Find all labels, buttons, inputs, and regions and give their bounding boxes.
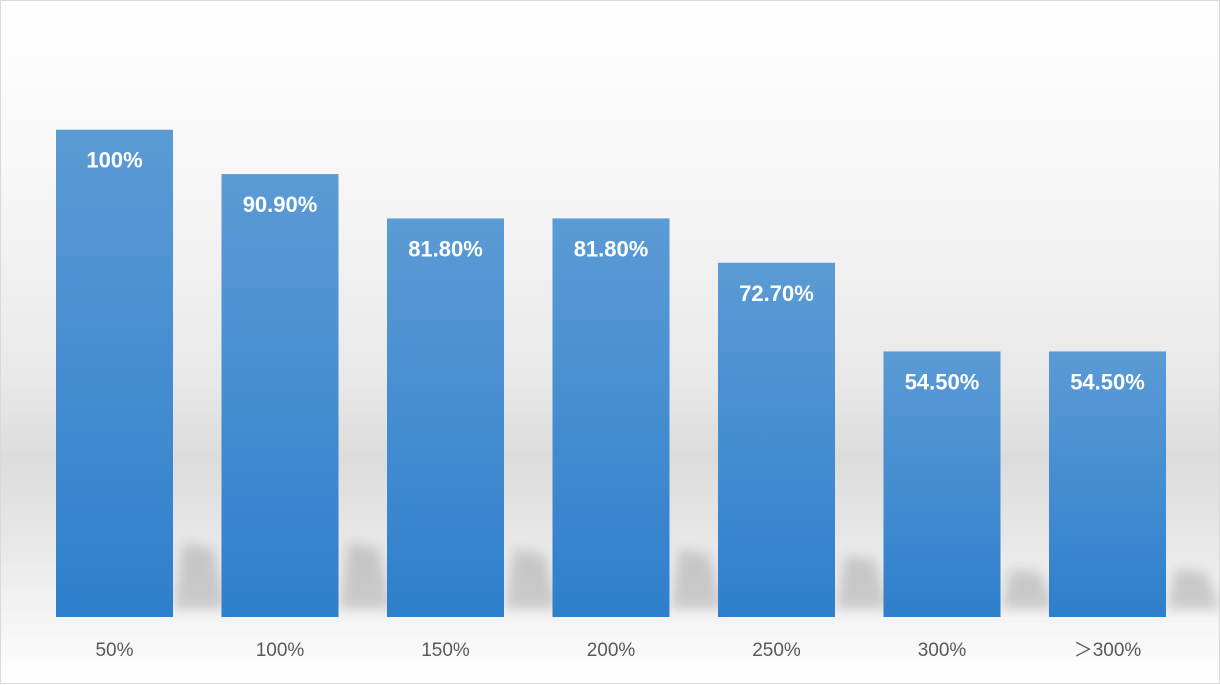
x-tick-label: 200%: [587, 640, 636, 661]
data-label: 81.80%: [574, 236, 649, 261]
bar-shadow: [669, 549, 725, 609]
data-label: 90.90%: [243, 192, 318, 217]
x-tick-label: 250%: [752, 640, 801, 661]
data-label: 54.50%: [905, 369, 980, 394]
x-axis-ticks: 50% 100% 150% 200% 250% 300% ＞300%: [95, 640, 1141, 661]
bar-shadows: [173, 543, 1220, 609]
bar[interactable]: [221, 174, 339, 617]
bar[interactable]: [552, 218, 670, 618]
bar-shadow: [504, 549, 559, 609]
x-tick-label: 300%: [918, 640, 967, 661]
x-tick-label: 100%: [256, 640, 305, 661]
bar[interactable]: [387, 218, 504, 618]
data-label: 54.50%: [1070, 369, 1145, 394]
bar[interactable]: [718, 262, 835, 617]
bar[interactable]: [56, 129, 173, 617]
bar[interactable]: [883, 351, 1001, 617]
bars-group: [56, 129, 1166, 618]
data-label: 72.70%: [739, 281, 814, 306]
x-tick-label: ＞300%: [1074, 640, 1142, 661]
bar[interactable]: [1049, 351, 1166, 617]
bar-shadow: [1000, 569, 1056, 609]
bar-shadow: [835, 555, 890, 609]
bar-shadow: [1166, 569, 1220, 609]
bar-shadow: [338, 543, 394, 609]
x-tick-label: 50%: [95, 640, 133, 661]
data-label: 100%: [86, 148, 142, 173]
x-tick-label: 150%: [421, 640, 470, 661]
bar-shadow: [173, 543, 228, 609]
data-label: 81.80%: [408, 236, 483, 261]
data-labels-group: 100% 90.90% 81.80% 81.80% 72.70% 54.50% 54.50%: [86, 148, 1144, 395]
